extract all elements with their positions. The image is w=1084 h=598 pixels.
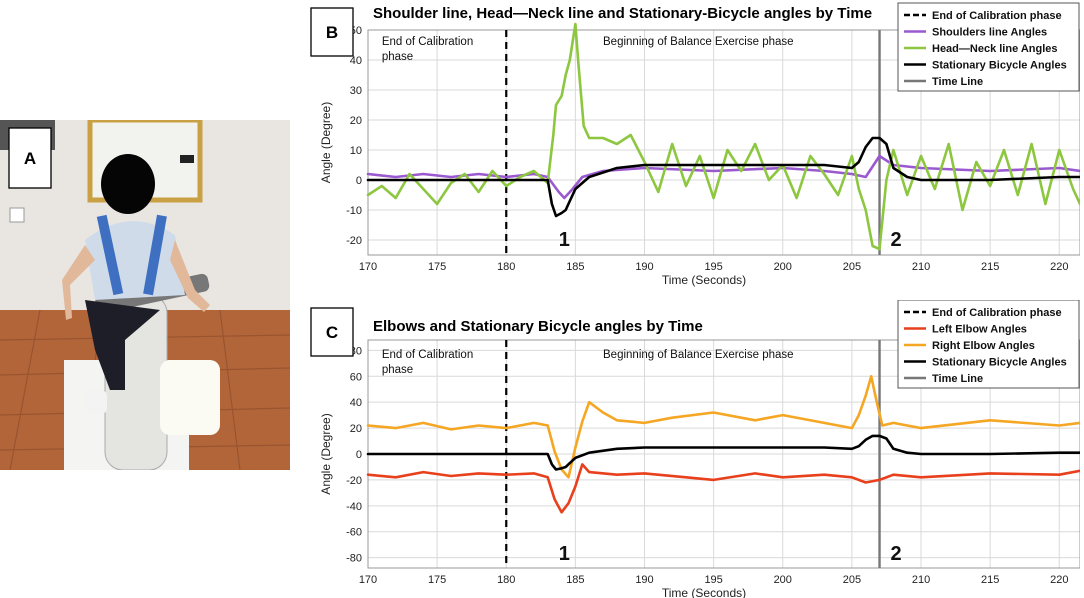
x-tick-label: 200: [774, 574, 792, 586]
y-tick-label: 20: [350, 115, 362, 127]
panel-b-label-box: [310, 7, 354, 57]
event-marker-2: 2: [891, 543, 902, 565]
legend-label-end-of-calibration-phase: End of Calibration phase: [932, 307, 1062, 319]
y-tick-label: 40: [350, 55, 362, 67]
legend-b: End of Calibration phase Shoulders line A…: [897, 2, 1080, 92]
x-tick-label: 185: [566, 574, 584, 586]
y-tick-label: 30: [350, 85, 362, 97]
x-tick-label: 220: [1050, 574, 1068, 586]
x-tick-label: 200: [774, 261, 792, 273]
y-tick-label: -20: [346, 475, 362, 487]
panel-c-label: C: [326, 323, 338, 342]
y-axis-label: Angle (Degree): [319, 102, 333, 183]
annotation-text: phase: [382, 51, 413, 63]
panel-b-label: B: [326, 23, 338, 42]
x-tick-label: 175: [428, 574, 446, 586]
y-tick-label: 0: [356, 449, 362, 461]
legend-label-shoulders-line-angles: Shoulders line Angles: [932, 27, 1047, 39]
photo-panel-a: A: [0, 120, 290, 470]
annotation-text: End of Calibration: [382, 349, 473, 361]
person-head-obscured: [101, 154, 155, 214]
x-tick-label: 175: [428, 261, 446, 273]
legend-label-time-line: Time Line: [932, 373, 983, 385]
series-left-elbow-angles: [366, 463, 1080, 514]
wall-socket: [9, 207, 25, 223]
harness-strap-right: [143, 214, 167, 296]
x-tick-label: 210: [912, 574, 930, 586]
x-tick-label: 210: [912, 261, 930, 273]
x-tick-label: 215: [981, 574, 999, 586]
y-tick-label: 20: [350, 423, 362, 435]
person-leggings: [85, 300, 160, 390]
x-tick-label: 205: [843, 261, 861, 273]
chart-panel-b: 170 175 180 185 190 195 200 205 210 215 220-20-100…: [310, 2, 1080, 287]
x-axis-label: Time (Seconds): [662, 586, 746, 598]
annotation-text: Beginning of Balance Exercise phase: [603, 349, 794, 361]
y-tick-label: 60: [350, 371, 362, 383]
person-arm-right: [170, 240, 210, 312]
legend-box: [897, 2, 1080, 92]
x-tick-label: 180: [497, 261, 515, 273]
y-tick-label: -60: [346, 527, 362, 539]
legend-label-right-elbow-angles: Right Elbow Angles: [932, 340, 1035, 352]
bicycle-light-reflection: [160, 360, 220, 435]
x-tick-label: 190: [635, 574, 653, 586]
person-shoe: [85, 390, 107, 414]
annotation-text: Beginning of Balance Exercise phase: [603, 36, 794, 48]
person-shirt: [85, 221, 185, 300]
x-axis-label: Time (Seconds): [662, 273, 746, 287]
panel-a-label: A: [24, 149, 36, 168]
person-arm-left: [62, 245, 95, 320]
y-axis-label: Angle (Degree): [319, 413, 333, 494]
panel-a-label-box: [8, 127, 52, 189]
x-tick-label: 180: [497, 574, 515, 586]
legend-label-time-line: Time Line: [932, 76, 983, 88]
x-tick-label: 185: [566, 261, 584, 273]
x-tick-label: 170: [359, 261, 377, 273]
legend-box: [897, 300, 1080, 389]
x-tick-label: 195: [704, 574, 722, 586]
event-marker-1: 1: [559, 543, 570, 565]
legend-label-stationary-bicycle-angles: Stationary Bicycle Angles: [932, 357, 1067, 369]
event-marker-2: 2: [891, 229, 902, 251]
plot-frame-b: [367, 29, 1080, 256]
x-tick-label: 190: [635, 261, 653, 273]
y-tick-label: -10: [346, 205, 362, 217]
harness-strap-left: [96, 214, 124, 296]
panel-c-label-box: [310, 307, 354, 357]
x-tick-label: 205: [843, 574, 861, 586]
y-tick-label: 10: [350, 145, 362, 157]
event-marker-1: 1: [559, 229, 570, 251]
chart-panel-c: 170 175 180 185 190 195 200 205 210 215 220-80-60-…: [310, 300, 1080, 598]
x-tick-label: 195: [704, 261, 722, 273]
series-stationary-bicycle-angles: [366, 136, 1080, 218]
chart-title-c: Elbows and Stationary Bicycle angles by …: [373, 318, 703, 335]
legend-c: End of Calibration phase Left Elbow Angle…: [897, 300, 1080, 389]
legend-label-stationary-bicycle-angles: Stationary Bicycle Angles: [932, 60, 1067, 72]
chart-title-b: Shoulder line, Head—Neck line and Statio…: [373, 5, 872, 22]
annotation-text: phase: [382, 364, 413, 376]
annotation-text: End of Calibration: [382, 36, 473, 48]
legend-label-left-elbow-angles: Left Elbow Angles: [932, 324, 1027, 336]
series-head-neck-line-angles: [366, 22, 1080, 251]
x-tick-label: 215: [981, 261, 999, 273]
legend-label-head-neck-line-angles: Head—Neck line Angles: [932, 43, 1058, 55]
y-tick-label: 0: [356, 175, 362, 187]
y-tick-label: 40: [350, 397, 362, 409]
legend-label-end-of-calibration-phase: End of Calibration phase: [932, 10, 1062, 22]
y-tick-label: -80: [346, 553, 362, 565]
x-tick-label: 220: [1050, 261, 1068, 273]
y-tick-label: -20: [346, 235, 362, 247]
window-handle: [180, 155, 194, 163]
y-tick-label: -40: [346, 501, 362, 513]
series-right-elbow-angles: [366, 375, 1080, 479]
x-tick-label: 170: [359, 574, 377, 586]
series-stationary-bicycle-angles: [366, 434, 1080, 471]
